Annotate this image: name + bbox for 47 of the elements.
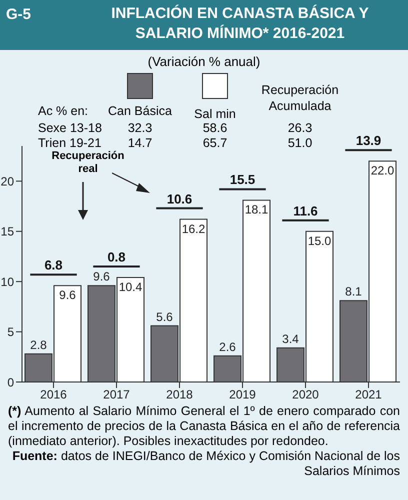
source-note: Fuente: datos de INEGI/Banco de México y Comisión Nacional de los Salarios Mínimos	[11, 449, 400, 479]
text: G-5	[6, 6, 32, 23]
y-tick-label: 15	[0, 224, 14, 239]
x-tick-label: 2018	[166, 388, 194, 402]
text: (*) Aumento al Salario Mínimo General el 1º de enero comparado con el incremento de precios de la Canasta Básica en el año de referencia (inmediato anterior). Posibles inexactitudes por redondeo.	[8, 404, 400, 449]
x-tick-label: 2019	[229, 388, 256, 402]
annotation: 15.5	[230, 172, 256, 188]
x-tick-label: 2017	[103, 388, 130, 402]
data-label: 16.2	[182, 222, 206, 236]
text: 32.3	[126, 121, 154, 135]
annotation: Recuperación real	[50, 150, 126, 176]
data-label: 2.6	[219, 340, 236, 354]
x-tick-label: 2021	[355, 388, 382, 402]
legend-label: Can Básica	[107, 104, 173, 118]
y-tick-label: 5	[7, 325, 14, 340]
data-label: 22.0	[370, 164, 394, 178]
data-label: 18.1	[244, 202, 268, 217]
x-tick-label: 2020	[292, 388, 320, 402]
data-label: 5.6	[156, 310, 174, 324]
y-tick-label: 10	[0, 274, 14, 289]
data-label: 3.4	[282, 332, 300, 346]
annotation: 10.6	[166, 191, 192, 206]
annotation: 0.8	[107, 250, 126, 265]
data-label: 10.4	[118, 280, 142, 294]
data-label: 2.8	[30, 338, 48, 352]
annotation: 11.6	[293, 203, 318, 218]
legend-label: Sal min	[193, 107, 237, 121]
text: Recuperación Acumulada	[260, 82, 340, 114]
chart-title: INFLACIÓN EN CANASTA BÁSICA Y SALARIO MÍNIMO* 2016-2021	[110, 4, 370, 44]
annotation: Trien 19-21	[38, 136, 102, 150]
data-label: 9.6	[59, 288, 76, 302]
annotation: 65.7	[202, 136, 228, 150]
annotation: 6.8	[44, 258, 63, 273]
data-label: 9.6	[93, 270, 110, 284]
x-tick-label: 2016	[40, 388, 68, 402]
annotation: 14.7	[126, 136, 154, 150]
y-tick-label: 0	[7, 375, 14, 390]
text: 26.3	[286, 121, 314, 135]
chart-subtitle: (Variación % anual)	[146, 54, 262, 69]
data-label: 8.1	[345, 284, 362, 299]
annotation: 51.0	[286, 136, 314, 150]
text: 58.6	[202, 121, 228, 135]
text: Sexe 13-18	[38, 121, 102, 135]
y-tick-label: 20	[0, 174, 14, 188]
annotation: 13.9	[356, 133, 382, 148]
text: Ac % en:	[38, 104, 88, 118]
data-label: 15.0	[308, 234, 332, 248]
